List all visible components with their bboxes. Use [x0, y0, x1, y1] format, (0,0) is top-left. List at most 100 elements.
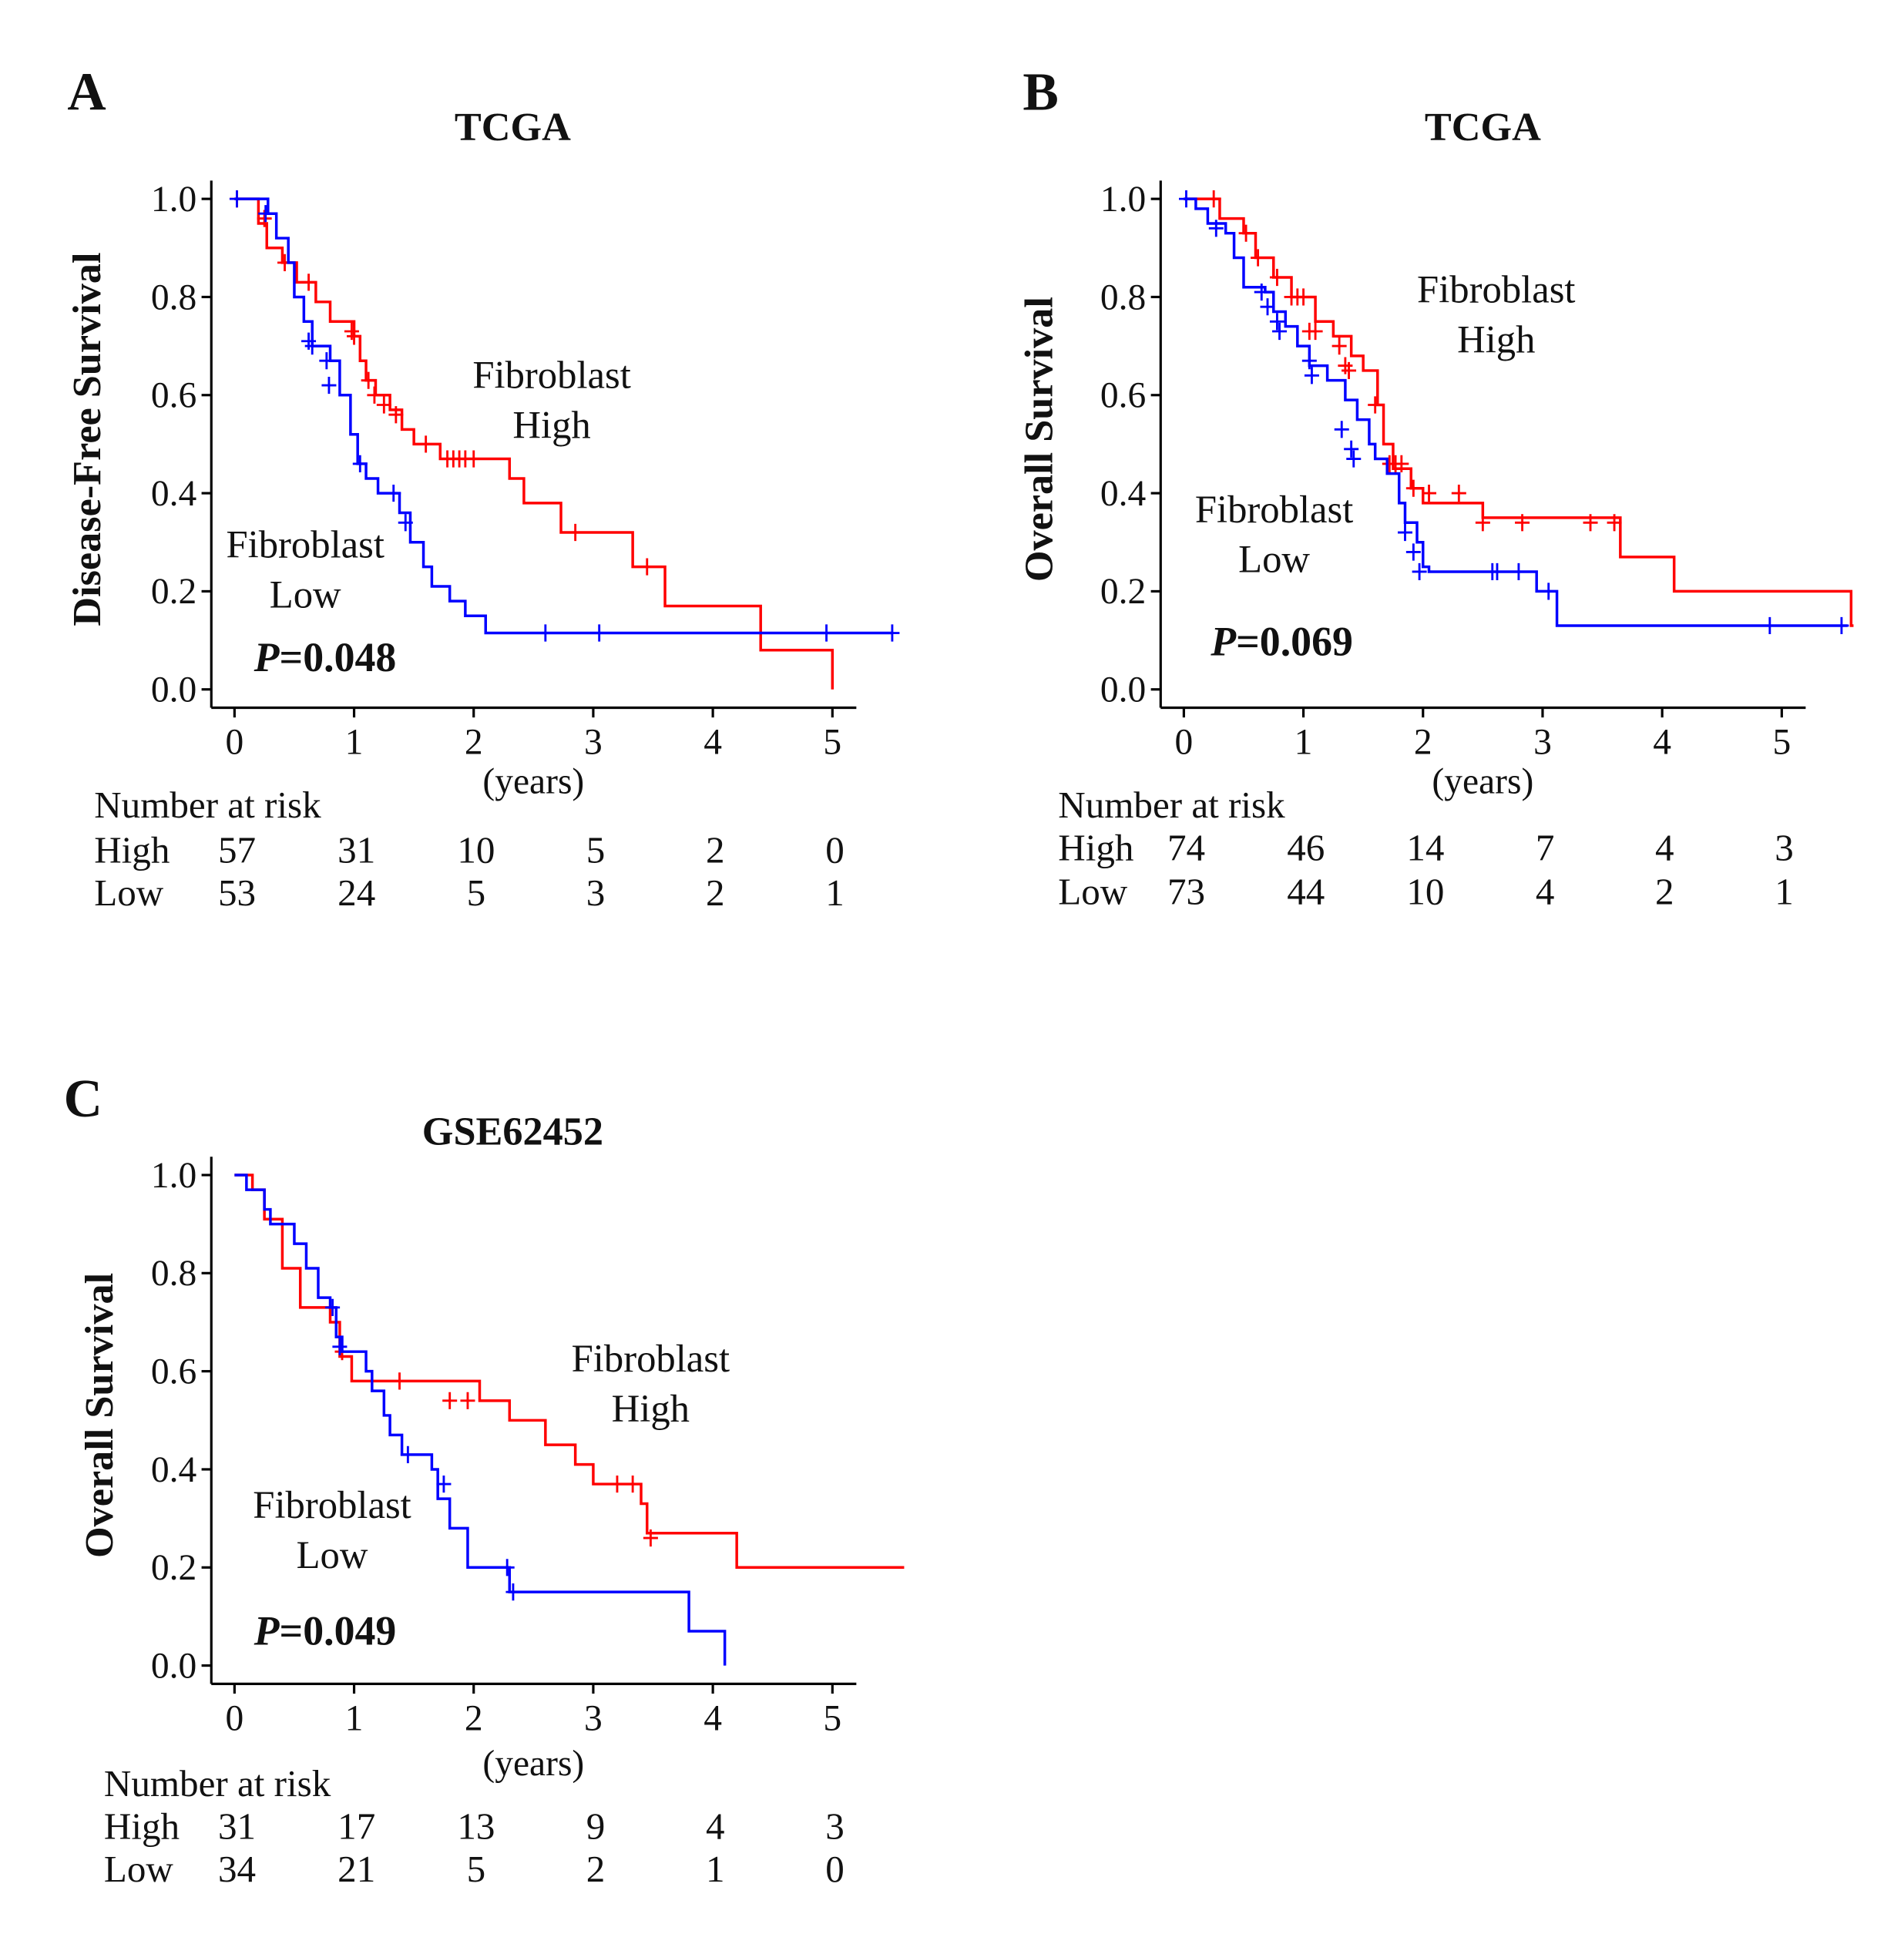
x-tick-label: 1 [1295, 723, 1313, 763]
censor-mark-high [1515, 514, 1530, 532]
y-tick-label: 0.6 [1100, 376, 1146, 416]
censor-mark-high [1269, 268, 1284, 287]
censor-mark-high [1607, 514, 1622, 532]
risk-value: 0 [825, 1848, 845, 1890]
risk-value: 21 [337, 1848, 375, 1890]
risk-value: 5 [467, 871, 486, 914]
y-tick-label: 0.0 [151, 670, 196, 710]
censor-mark-high [1475, 514, 1490, 532]
p-symbol: P [254, 634, 280, 680]
risk-value: 3 [586, 871, 606, 914]
x-tick-label: 5 [823, 1699, 841, 1739]
x-tick-label: 4 [704, 723, 722, 763]
censor-mark-high [1368, 396, 1383, 414]
risk-value: 10 [1406, 870, 1444, 912]
risk-row-label-low: Low [1058, 870, 1128, 912]
risk-value: 4 [1536, 870, 1555, 912]
y-tick-label: 0.8 [151, 1254, 196, 1294]
x-axis-label: (years) [482, 761, 584, 801]
risk-value: 1 [706, 1848, 725, 1890]
censor-mark-low [499, 1559, 515, 1576]
x-tick-label: 4 [1653, 723, 1671, 763]
censor-mark-low [319, 352, 334, 370]
p-value-number: =0.069 [1236, 618, 1353, 664]
censor-mark-low [229, 190, 244, 208]
x-tick-label: 4 [704, 1699, 722, 1739]
censor-mark-high [1308, 322, 1323, 341]
risk-row-label-high: High [104, 1805, 180, 1847]
risk-value: 13 [457, 1805, 495, 1847]
censor-mark-low [1346, 450, 1362, 468]
x-tick-label: 3 [584, 1699, 603, 1739]
y-tick-label: 0.2 [151, 1548, 196, 1588]
censor-mark-high [301, 274, 317, 291]
y-tick-label: 0.6 [151, 1351, 196, 1392]
censor-mark-low [400, 1445, 415, 1463]
group-label-high: Fibroblast [472, 354, 630, 397]
panel-b: 0.0 0.2 0.4 0.6 0.8 1.0 0 1 2 3 4 5 B TCGA Overall Sur… [1016, 63, 1854, 912]
y-axis-label: Overall Survival [77, 1273, 122, 1558]
risk-value: 17 [337, 1805, 375, 1847]
censor-mark-low [1762, 616, 1778, 635]
censor-mark-low [304, 337, 320, 355]
x-axis-label: (years) [1432, 761, 1533, 801]
risk-value: 0 [825, 829, 845, 871]
risk-value: 1 [825, 871, 845, 914]
p-symbol: P [254, 1608, 280, 1654]
censor-mark-low [1254, 283, 1269, 301]
censor-mark-low [1405, 543, 1421, 561]
risk-table-header: Number at risk [1058, 784, 1285, 826]
p-value: P=0.049 [254, 1608, 397, 1654]
group-label-low: Low [1238, 538, 1310, 581]
x-tick-label: 3 [584, 723, 603, 763]
censor-mark-low [1304, 367, 1319, 384]
censor-mark-high [1451, 485, 1466, 502]
censor-mark-low [1272, 322, 1288, 341]
group-label-high: High [512, 404, 590, 447]
group-label-low: Fibroblast [1195, 488, 1353, 531]
censor-mark-high [1238, 224, 1254, 242]
y-tick-label: 0.0 [1100, 670, 1146, 710]
risk-row-label-low: Low [104, 1848, 174, 1890]
chart-title: GSE62452 [422, 1109, 603, 1153]
p-value-number: =0.049 [280, 1608, 397, 1654]
x-tick-label: 2 [1414, 723, 1432, 763]
x-tick-label: 2 [465, 1699, 483, 1739]
risk-value: 44 [1287, 870, 1325, 912]
y-tick-label: 0.4 [151, 1450, 197, 1490]
risk-table-header: Number at risk [94, 784, 321, 826]
panel-letter: A [67, 63, 106, 123]
risk-value: 5 [586, 829, 606, 871]
risk-value: 1 [1775, 870, 1794, 912]
p-value-number: =0.048 [280, 634, 397, 680]
censor-mark-low [1269, 313, 1284, 331]
censor-mark-high [609, 1475, 625, 1493]
censor-mark-high [1394, 455, 1409, 472]
y-tick-label: 0.8 [151, 277, 196, 317]
risk-value: 31 [337, 829, 375, 871]
panel-a: 0.00.20.40.60.81.00 1 2 3 4 5ATCGADisease-Fre… [65, 63, 900, 914]
censor-mark-low [1301, 352, 1317, 370]
censor-mark-high [1331, 337, 1347, 355]
censor-mark-high [1206, 190, 1221, 208]
censor-mark-low [398, 514, 413, 532]
censor-mark-low [1344, 440, 1359, 458]
censor-mark-low [332, 1338, 348, 1355]
group-label-low: Fibroblast [226, 523, 384, 566]
y-tick-label: 1.0 [151, 180, 196, 220]
y-tick-label: 1.0 [151, 1156, 196, 1196]
x-tick-label: 5 [1772, 723, 1791, 763]
censor-mark-high [392, 1372, 408, 1390]
risk-value: 2 [1655, 870, 1674, 912]
y-tick-label: 0.2 [151, 572, 196, 612]
x-tick-label: 5 [823, 723, 841, 763]
y-tick-label: 0.8 [1100, 277, 1146, 317]
risk-value: 4 [706, 1805, 725, 1847]
censor-mark-low [1334, 421, 1349, 438]
risk-value: 3 [1775, 826, 1794, 868]
y-tick-label: 0.6 [151, 376, 196, 416]
censor-mark-low [505, 1583, 521, 1601]
censor-mark-low [1208, 220, 1224, 237]
censor-mark-high [568, 523, 583, 542]
risk-value: 4 [1655, 826, 1674, 868]
